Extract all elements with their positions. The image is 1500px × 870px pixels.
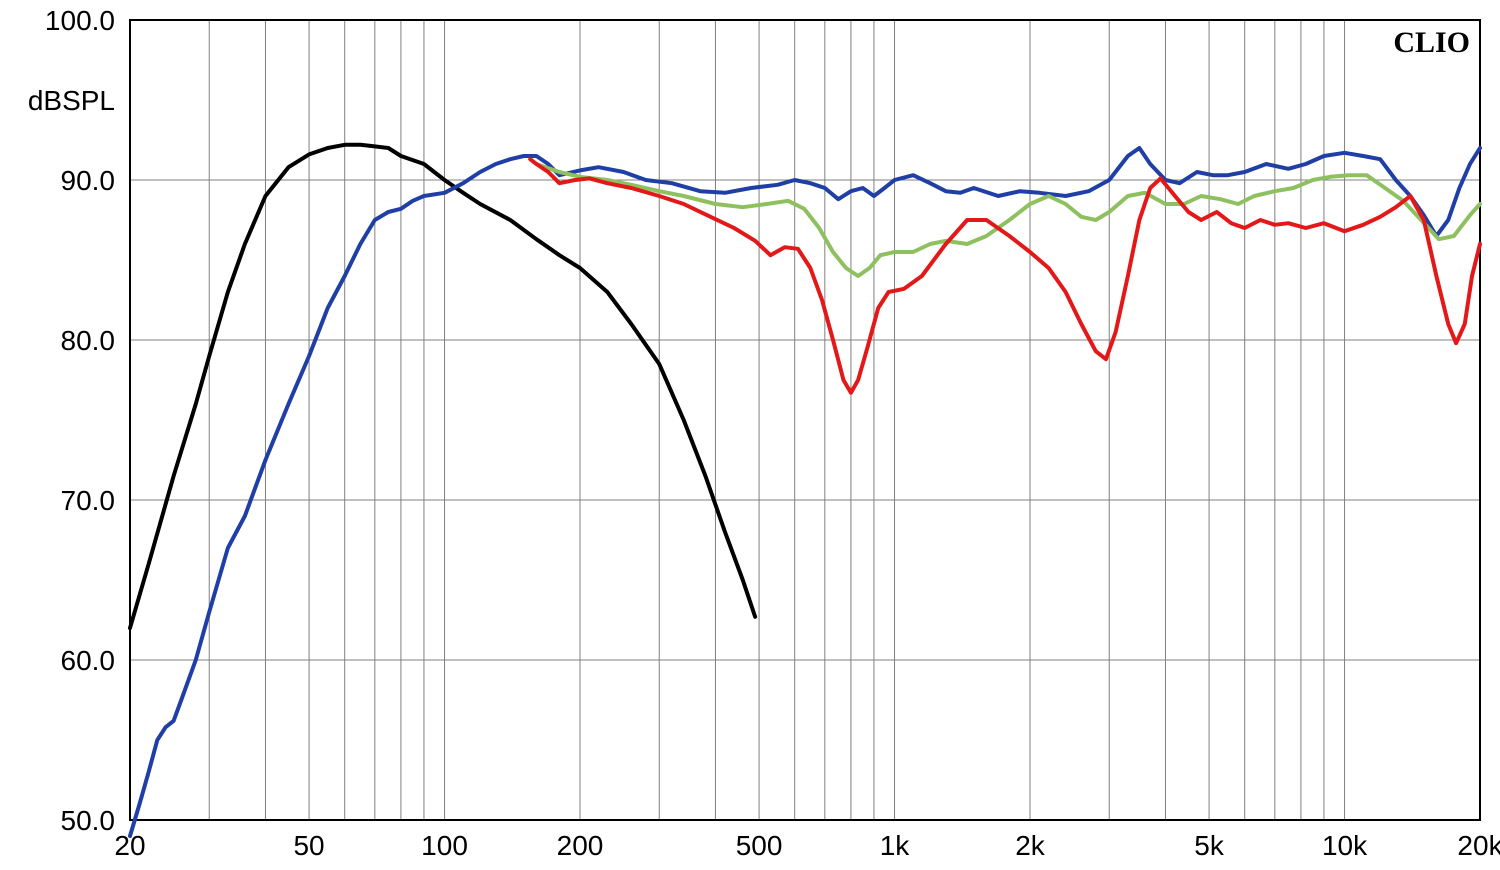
x-tick-label: 50 xyxy=(293,830,324,861)
x-tick-label: 20 xyxy=(114,830,145,861)
y-tick-label: 50.0 xyxy=(61,805,116,836)
y-tick-label: 90.0 xyxy=(61,165,116,196)
brand-label: CLIO xyxy=(1393,26,1470,59)
x-tick-label: 100 xyxy=(421,830,468,861)
y-axis-unit-label: dBSPL xyxy=(28,85,115,116)
x-tick-label: 2k xyxy=(1015,830,1046,861)
x-tick-label: 10k xyxy=(1322,830,1368,861)
y-tick-label: 70.0 xyxy=(61,485,116,516)
y-tick-label: 100.0 xyxy=(45,5,115,36)
chart-container: 50.0 60.0 70.0 80.0 90.0 100.0 dBSPL 20 50 100 200… xyxy=(0,0,1500,870)
x-tick-label: 200 xyxy=(557,830,604,861)
x-tick-label: 1k xyxy=(880,830,911,861)
frequency-response-chart: 50.0 60.0 70.0 80.0 90.0 100.0 dBSPL 20 50 100 200… xyxy=(0,0,1500,870)
x-tick-label: 20k xyxy=(1457,830,1500,861)
x-tick-label: 500 xyxy=(736,830,783,861)
y-tick-label: 80.0 xyxy=(61,325,116,356)
x-tick-label: 5k xyxy=(1194,830,1225,861)
y-tick-label: 60.0 xyxy=(61,645,116,676)
